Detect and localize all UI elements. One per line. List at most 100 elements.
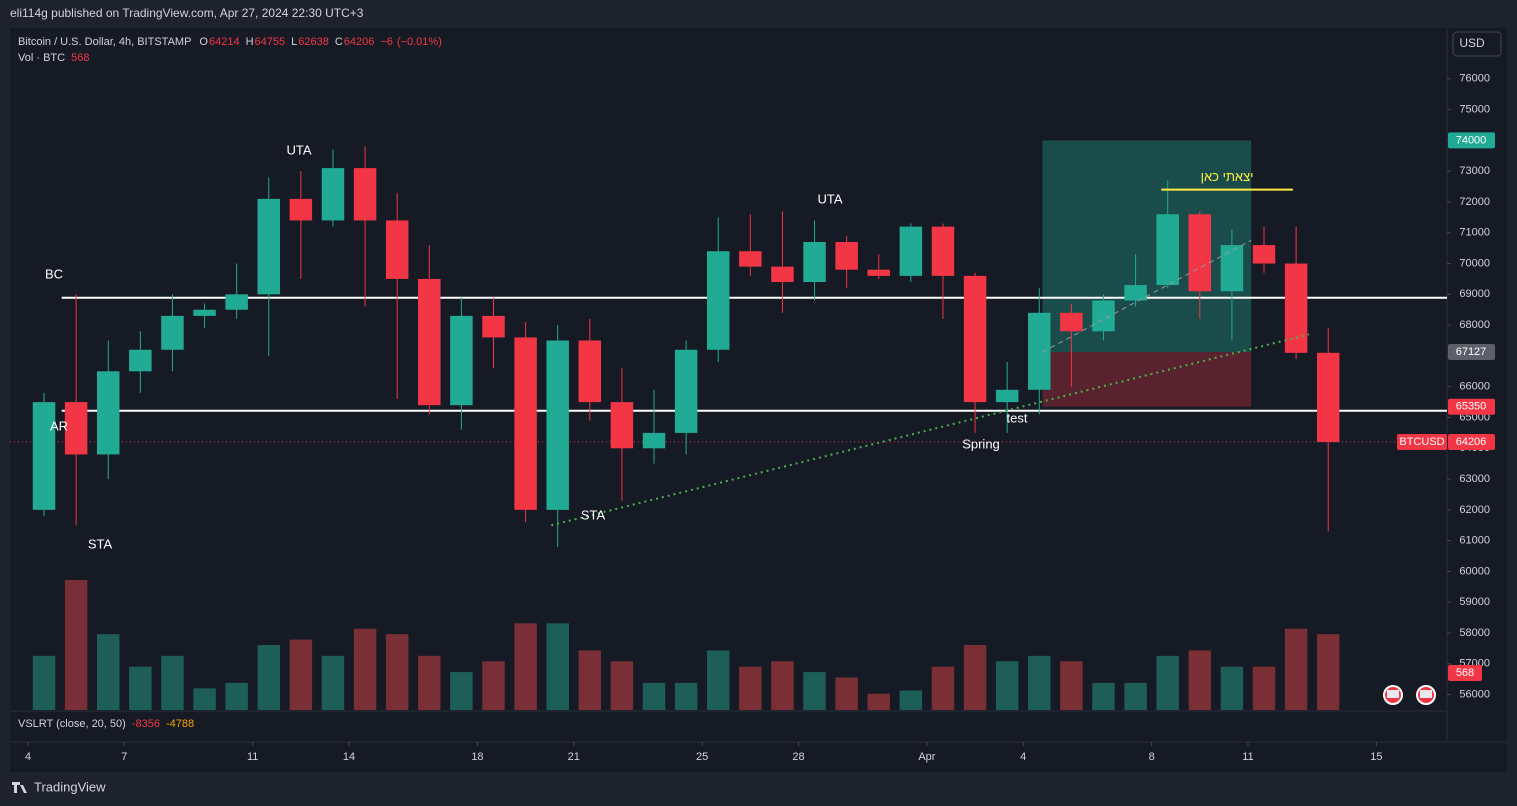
volume-bar <box>450 672 473 710</box>
volume-bar <box>706 650 730 710</box>
y-tick-label: 76000 <box>1459 73 1490 85</box>
symbol-tag <box>1397 433 1447 450</box>
annotation: STA <box>581 507 606 522</box>
y-tick-label: 70000 <box>1459 257 1490 269</box>
price-tag-label: 65350 <box>1456 401 1487 413</box>
candle-body <box>835 241 858 270</box>
volume-bar <box>97 634 120 710</box>
indicator-name: VSLRT (close, 20, 50) <box>18 718 126 730</box>
candle-body <box>899 226 923 276</box>
candle-body <box>1284 263 1308 353</box>
ohlc-value: 64214 <box>209 36 240 48</box>
candle-body <box>450 315 473 406</box>
price-tag <box>1448 344 1495 361</box>
y-tick-label: 60000 <box>1459 565 1490 577</box>
candle-body <box>995 389 1019 403</box>
volume-bar <box>995 661 1019 710</box>
volume-bar <box>674 682 698 710</box>
candle-body <box>257 198 280 295</box>
x-tick-label: 4 <box>1020 751 1026 763</box>
candle-body <box>867 269 890 276</box>
candle-body <box>963 275 987 403</box>
volume-bar <box>739 666 762 710</box>
y-tick-label: 68000 <box>1459 319 1490 331</box>
volume-bar <box>353 628 377 710</box>
y-tick-label: 73000 <box>1459 165 1490 177</box>
volume-bar <box>193 688 216 710</box>
volume-bar <box>1124 682 1147 710</box>
currency[interactable]: USD <box>1459 36 1485 50</box>
candle-body <box>32 402 56 510</box>
chart-panel <box>10 28 1507 772</box>
candle-body <box>642 432 666 449</box>
y-tick-label: 63000 <box>1459 473 1490 485</box>
volume-bar <box>1220 666 1244 710</box>
candle-body <box>161 315 184 350</box>
candle-body <box>739 251 762 267</box>
x-tick-label: 14 <box>343 751 355 763</box>
candle-body <box>1188 214 1212 292</box>
volume-bar <box>771 661 794 710</box>
candle-body <box>1252 245 1276 264</box>
y-tick-label: 62000 <box>1459 504 1490 516</box>
vol-value: 568 <box>71 52 89 64</box>
candle-body <box>610 402 634 449</box>
volume-bar <box>546 623 569 710</box>
candle-body <box>1060 312 1083 332</box>
ohlc-value: 62638 <box>298 36 329 48</box>
vol-label: Vol · BTC <box>18 52 65 64</box>
publisher: eli114g published on TradingView.com, Ap… <box>10 6 364 20</box>
ohlc-letter: L <box>291 36 297 48</box>
price-tag-label: 67127 <box>1456 346 1487 358</box>
volume-bar <box>963 645 987 710</box>
volume-tag <box>1448 665 1482 681</box>
brand-logo <box>12 782 27 793</box>
annotation: Spring <box>962 436 1000 451</box>
ohlc-value: 64755 <box>255 36 286 48</box>
volume-bar <box>803 672 826 710</box>
currency-button[interactable] <box>1452 31 1502 57</box>
candle-body <box>64 402 88 455</box>
candle-body <box>706 251 730 350</box>
volume-bar <box>867 693 890 710</box>
x-tick-label: 8 <box>1149 751 1155 763</box>
trendline <box>551 333 1310 527</box>
candle-body <box>97 371 120 455</box>
ohlc-letter: O <box>199 36 208 48</box>
candle-body <box>289 198 313 221</box>
candle-body <box>931 226 955 276</box>
y-tick-label: 61000 <box>1459 535 1490 547</box>
volume-bar <box>385 634 409 710</box>
price-tag-label: 64206 <box>1456 436 1487 448</box>
candle-body <box>385 220 409 279</box>
volume-bar <box>1284 628 1308 710</box>
symbol: Bitcoin / U.S. Dollar, 4h, BITSTAMP <box>18 36 191 48</box>
volume-bar <box>129 666 152 710</box>
candle-body <box>353 168 377 221</box>
volume-bar <box>1252 666 1276 710</box>
x-tick-label: 21 <box>568 751 580 763</box>
x-tick-label: Apr <box>918 751 935 763</box>
ohlc-value: 64206 <box>344 36 375 48</box>
change: −6 <box>380 36 393 48</box>
candle-body <box>674 349 698 433</box>
price-tag <box>1448 433 1495 450</box>
candle-body <box>514 337 537 510</box>
event-flag-inner <box>1420 690 1432 698</box>
volume-bar <box>610 661 634 710</box>
volume-bar <box>257 645 280 710</box>
stop-zone <box>1042 352 1252 407</box>
volume-bar <box>64 580 88 710</box>
candle-body <box>546 340 569 510</box>
volume-bar <box>1060 661 1083 710</box>
y-tick-label: 75000 <box>1459 103 1490 115</box>
exit-text: יצאתי כאן <box>1201 169 1254 184</box>
volume-bar <box>1092 682 1115 710</box>
candle-body <box>129 349 152 372</box>
y-tick-label: 59000 <box>1459 596 1490 608</box>
y-tick-label: 72000 <box>1459 196 1490 208</box>
volume-bar <box>418 655 441 710</box>
price-tag-label: 74000 <box>1456 134 1487 146</box>
annotation: AR <box>50 418 68 433</box>
volume-bar <box>642 682 666 710</box>
